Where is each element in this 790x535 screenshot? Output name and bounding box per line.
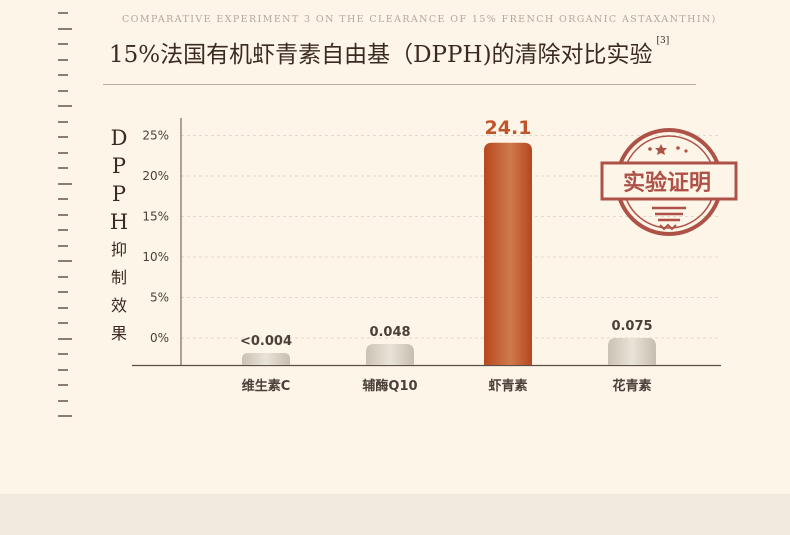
ruler-tick [58,27,72,30]
ruler-tick [58,229,68,231]
value-label: <0.004 [240,334,292,349]
ruler-tick [58,12,68,14]
y-axis-label-char: 制 [110,268,127,287]
ruler-tick [58,291,68,293]
ruler-tick [58,89,68,92]
bar [608,338,656,365]
ruler-tick [58,43,68,45]
ruler-tick [58,353,68,355]
y-tick-label: 5% [150,291,169,305]
y-axis-label-char: 抑 [110,240,127,259]
y-tick-label: 25% [142,129,169,143]
ruler-tick [58,213,68,216]
y-tick-label: 20% [142,169,169,183]
ruler-tick [58,368,68,371]
ruler-tick [58,182,72,185]
ruler-tick [58,151,68,154]
grid-lines [132,118,721,367]
value-label: 24.1 [485,117,532,139]
bar [484,142,532,365]
bar [242,353,290,365]
bar [366,344,414,365]
ruler-tick [58,322,68,324]
ruler-tick [58,306,68,309]
y-axis-label-char: P [111,182,127,206]
ruler-tick [58,337,72,340]
category-label: 辅酶Q10 [362,378,417,394]
y-axis-label-char: H [109,210,129,234]
ruler-tick [58,136,68,138]
ruler-tick [58,58,68,61]
bars [242,142,656,365]
ruler-tick [58,105,72,107]
y-tick-label: 15% [142,210,169,224]
page-title: 15%法国有机虾青素自由基（DPPH)的清除对比实验[3] [109,35,669,69]
ruler-tick [58,399,68,402]
verified-stamp: 实验证明 [600,128,738,236]
ruler-tick [58,120,68,123]
decorative-ruler [58,12,74,422]
ruler-tick [58,415,72,417]
title-divider [103,84,696,85]
value-label: 0.048 [369,325,410,340]
footnote-mark: [3] [656,36,670,47]
ruler-tick [58,275,68,278]
y-tick-label: 10% [142,250,169,264]
bottom-band [0,494,790,535]
y-axis-label-char: 效 [110,296,127,315]
y-axis-label-char: P [111,154,127,178]
ruler-tick [58,167,68,169]
ruler-tick [58,384,68,386]
category-label: 虾青素 [488,378,527,394]
value-label: 0.075 [611,319,652,334]
ruler-tick [58,74,68,76]
category-label: 花青素 [612,378,651,394]
title-text: 15%法国有机虾青素自由基（DPPH)的清除对比实验 [109,42,653,68]
ruler-tick [58,260,72,262]
stamp-text: 实验证明 [623,170,711,196]
y-axis-label-char: D [110,126,128,150]
y-tick-label: 0% [150,331,169,345]
y-axis-label-char: 果 [110,324,127,343]
category-label: 维生素C [242,378,291,394]
page-subtitle: COMPARATIVE EXPERIMENT 3 ON THE CLEARANC… [122,14,717,25]
labels: 0% 5% 10% 15% 20% 25% <0.004 维生素C 0.048 辅酶Q10 24.1… [142,117,652,394]
ruler-tick [58,198,68,200]
ruler-tick [58,244,68,247]
